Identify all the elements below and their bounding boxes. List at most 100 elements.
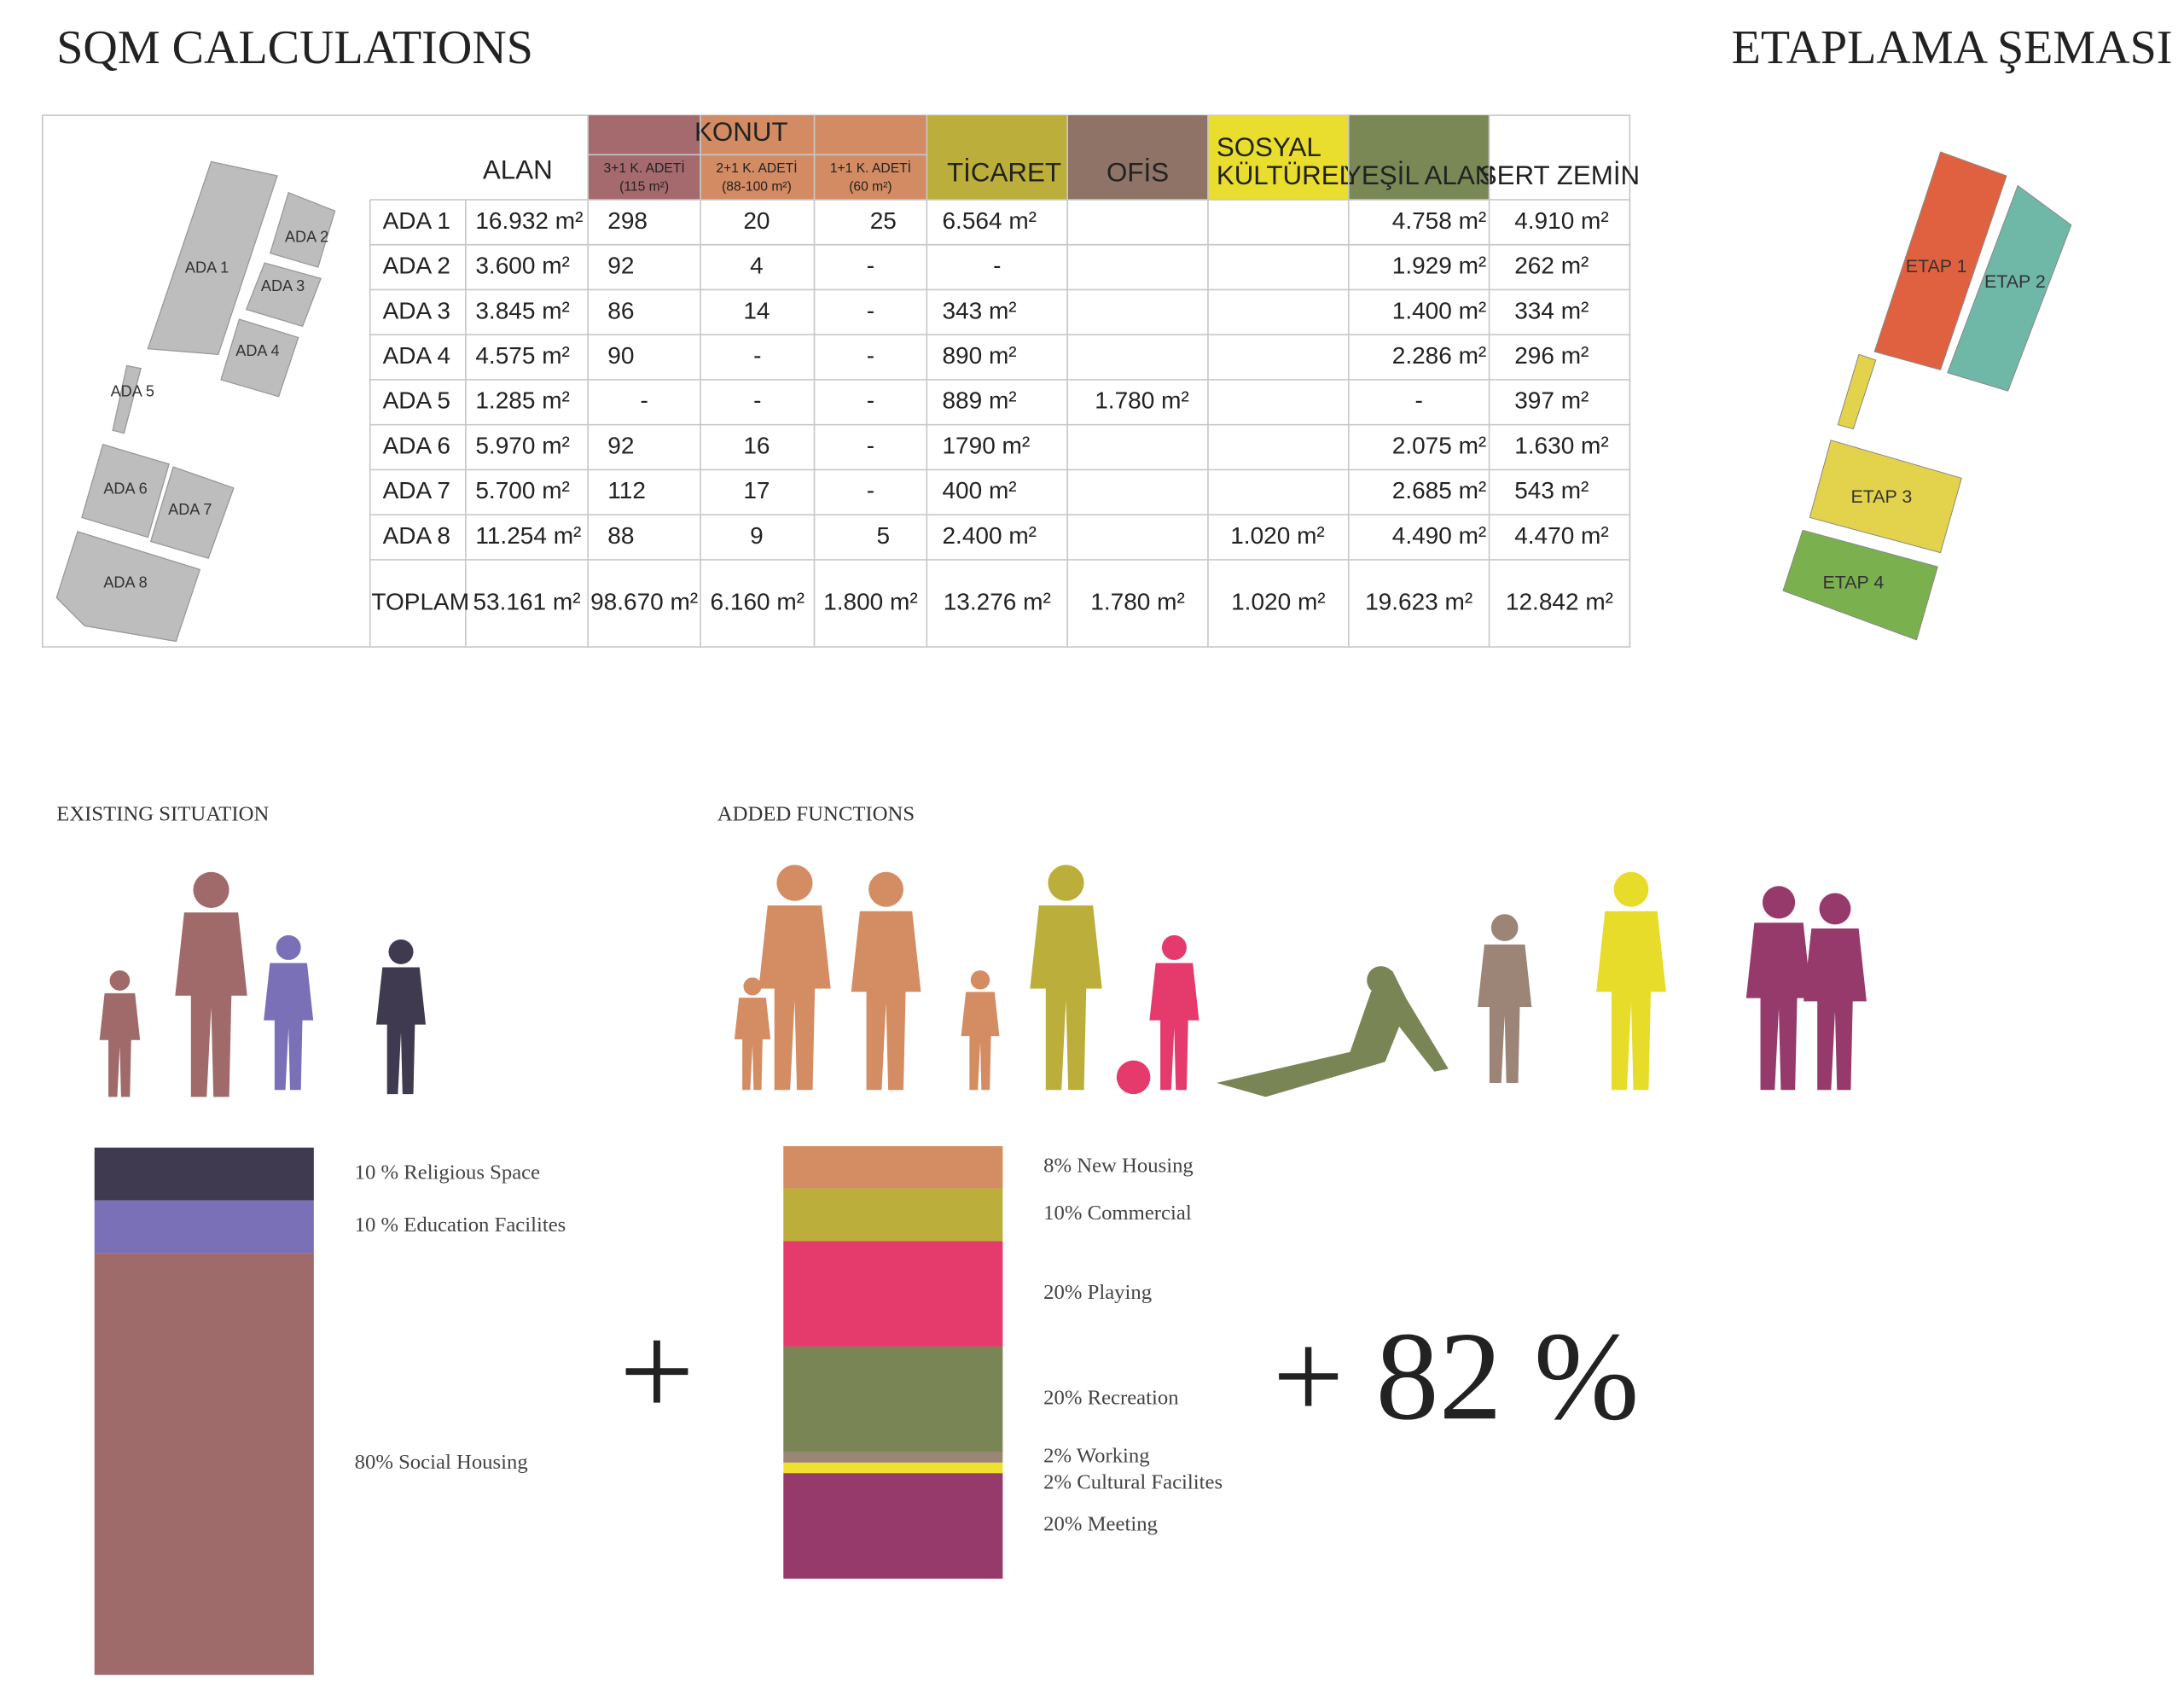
header-fill (588, 154, 701, 201)
silhouette (1149, 934, 1199, 1091)
table-cell: 2.685 m² (1392, 477, 1486, 503)
plot-label: ADA 1 (185, 259, 229, 276)
table-cell: 9 (750, 522, 764, 549)
table-cell: - (867, 477, 874, 503)
header-fill (926, 115, 1068, 201)
silhouette-body (961, 992, 1000, 1091)
plot (245, 262, 322, 328)
phase-plan (1782, 151, 2072, 641)
table-cell: 86 (607, 297, 634, 323)
table-cell: 262 m² (1514, 253, 1589, 279)
silhouette (1745, 886, 1812, 1091)
silhouette (1596, 871, 1666, 1091)
silhouette (1478, 914, 1532, 1083)
section-title: EXISTING SITUATION (56, 803, 269, 826)
header-fill (700, 154, 815, 201)
table-cell: ADA 8 (383, 522, 450, 549)
table-cell: 1.929 m² (1392, 253, 1486, 279)
sub-header: (115 m²) (619, 179, 669, 194)
silhouette-head (193, 871, 229, 908)
table-cell: ADA 4 (383, 342, 450, 369)
table-cell: 1.020 m² (1230, 522, 1325, 549)
silhouette-body (1149, 963, 1199, 1091)
plot-label: ADA 2 (285, 228, 328, 245)
plot (81, 443, 170, 538)
silhouette (99, 970, 141, 1097)
silhouette-body (758, 905, 831, 1091)
silhouette-head (1819, 893, 1851, 925)
table-cell: 3.845 m² (475, 297, 570, 323)
table-cell: - (640, 387, 648, 414)
plot-label: ADA 4 (235, 342, 279, 359)
table-cell: 889 m² (942, 387, 1016, 414)
table-cell: 1.780 m² (1095, 387, 1189, 414)
table-cell: 14 (743, 297, 770, 323)
silhouette-body (264, 963, 314, 1091)
header-fill (814, 154, 927, 201)
silhouette-body (734, 998, 771, 1091)
table-cell: 1.400 m² (1392, 297, 1486, 323)
table-cell: 5 (876, 522, 890, 549)
header: KONUT (694, 117, 788, 147)
table-cell: 20 (743, 207, 770, 234)
plot-label: ADA 3 (261, 277, 305, 294)
table-cell: 5.970 m² (475, 432, 570, 458)
segment-label: 2% Working (1043, 1444, 1150, 1467)
sub-header: 3+1 K. ADETİ (604, 160, 685, 176)
plot-label: ADA 6 (103, 480, 147, 497)
silhouette (175, 871, 247, 1097)
bar-segment (783, 1462, 1003, 1474)
table-cell: 397 m² (1514, 387, 1589, 414)
silhouette (376, 939, 427, 1095)
table-cell: 1.630 m² (1514, 432, 1609, 458)
silhouette-head (1048, 864, 1084, 901)
table-cell: 17 (743, 477, 770, 503)
segment-label: 8% New Housing (1043, 1155, 1194, 1178)
silhouette (758, 864, 831, 1091)
bar-segment (783, 1473, 1003, 1579)
silhouette-head (868, 871, 904, 907)
silhouette-head (743, 977, 762, 996)
title: ETAPLAMA ŞEMASI (1732, 21, 2173, 74)
bar-segment (783, 1241, 1003, 1347)
silhouette (1367, 966, 1396, 995)
table-cell: 88 (607, 522, 634, 549)
table-cell: 1.780 m² (1090, 588, 1185, 614)
plus-sign: + (619, 1296, 694, 1445)
table-cell: 19.623 m² (1365, 588, 1472, 614)
phase (1837, 353, 1877, 430)
silhouette (734, 977, 771, 1091)
silhouette-body (1478, 944, 1532, 1083)
silhouette-head (1762, 886, 1796, 919)
table-cell: ADA 2 (383, 253, 450, 279)
table-cell: - (867, 387, 874, 414)
table-cell: - (753, 387, 761, 414)
table-cell: - (867, 342, 874, 369)
phase-label: ETAP 1 (1906, 256, 1967, 276)
section-title: ADDED FUNCTIONS (717, 803, 915, 826)
table-cell: 400 m² (942, 477, 1016, 503)
sub-header: 2+1 K. ADETİ (716, 160, 797, 176)
table-cell: 5.700 m² (475, 477, 570, 503)
table-cell: 296 m² (1514, 342, 1589, 369)
table-cell: 2.400 m² (942, 522, 1037, 549)
title: SQM CALCULATIONS (56, 21, 533, 74)
bar-segment (94, 1200, 314, 1254)
table-cell: 16 (743, 432, 770, 458)
table-cell: 16.932 m² (475, 207, 583, 234)
header: ALAN (483, 154, 553, 184)
table-cell: - (1414, 387, 1422, 414)
silhouette-head (1490, 914, 1519, 941)
table-cell: 1.020 m² (1231, 588, 1326, 614)
table-cell: ADA 5 (383, 387, 450, 414)
silhouette-body (1804, 928, 1867, 1091)
header-fill (1348, 115, 1490, 201)
table-cell: 13.276 m² (944, 588, 1051, 614)
plot-label: ADA 5 (111, 383, 154, 400)
segment-label: 10 % Education Facilites (355, 1213, 566, 1237)
segment-label: 20% Meeting (1043, 1513, 1158, 1536)
segment-label: 2% Cultural Facilites (1043, 1471, 1223, 1494)
silhouette-body (99, 992, 141, 1097)
